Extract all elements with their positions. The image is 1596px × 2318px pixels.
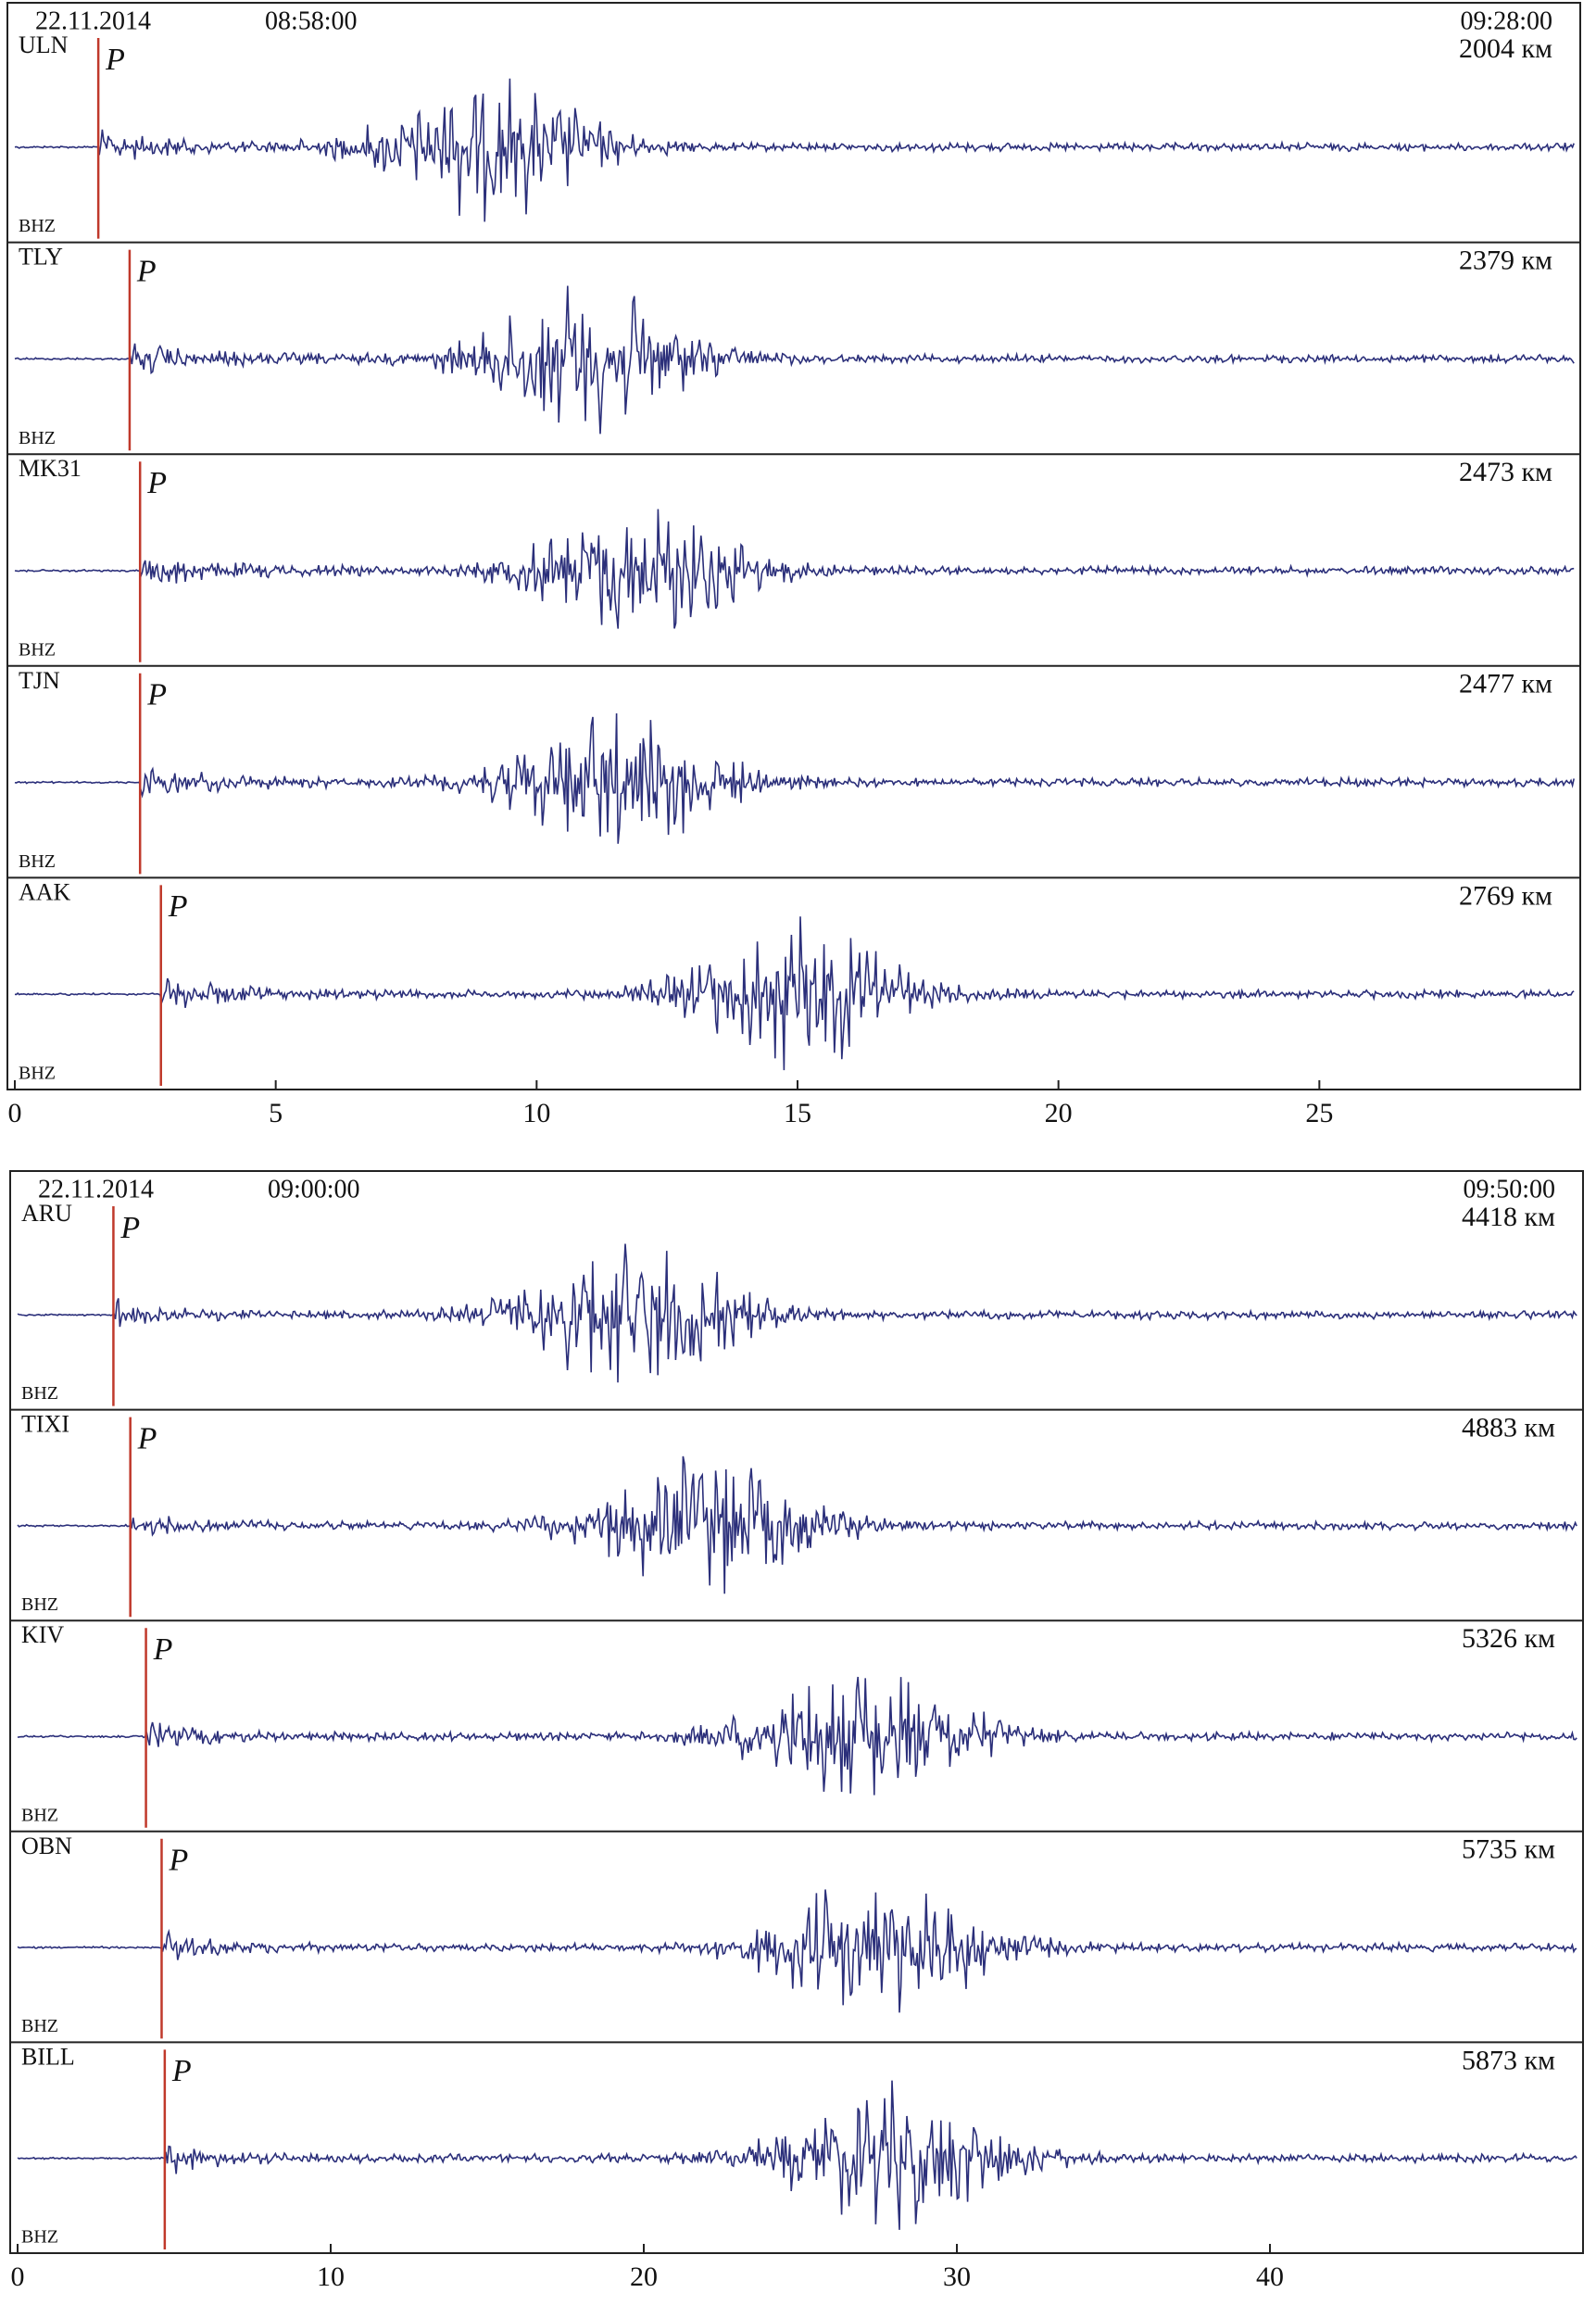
station-label: ULN (19, 31, 69, 58)
panel-frame (6, 2, 1581, 1090)
waveform (17, 1243, 1577, 1383)
x-tick-label: 40 (1256, 2261, 1284, 2292)
waveform (17, 1455, 1577, 1594)
distance-label: 2473 км (1459, 457, 1552, 487)
channel-label: BHZ (21, 1383, 58, 1404)
x-tick-label: 20 (630, 2261, 658, 2292)
station-label: AAK (19, 878, 71, 905)
x-tick-label: 30 (943, 2261, 971, 2292)
distance-label: 4883 км (1462, 1412, 1555, 1442)
p-label: P (168, 1844, 188, 1878)
channel-label: BHZ (19, 428, 56, 448)
channel-label: BHZ (21, 1805, 58, 1825)
station-label: TJN (19, 667, 60, 694)
station-label: BILL (21, 2043, 75, 2070)
p-label: P (105, 43, 125, 77)
channel-label: BHZ (19, 851, 56, 872)
p-label: P (153, 1632, 173, 1667)
p-label: P (146, 466, 167, 500)
waveform (14, 916, 1575, 1071)
station-label: MK31 (19, 455, 82, 482)
p-label: P (137, 1421, 157, 1455)
waveform (17, 1676, 1577, 1795)
station-label: KIV (21, 1621, 64, 1648)
distance-label: 5326 км (1462, 1623, 1555, 1654)
x-tick-label: 15 (784, 1098, 811, 1128)
date: 22.11.2014 (38, 1175, 154, 1203)
station-label: TLY (19, 244, 63, 271)
waveform (14, 712, 1575, 844)
distance-label: 5873 км (1462, 2045, 1555, 2075)
channel-label: BHZ (19, 216, 56, 236)
panel-frame (9, 1170, 1584, 2254)
p-label: P (146, 678, 167, 712)
x-tick-label: 5 (269, 1098, 283, 1128)
waveform (14, 78, 1575, 222)
waveform (17, 2080, 1577, 2230)
channel-label: BHZ (19, 1064, 56, 1084)
channel-label: BHZ (19, 639, 56, 660)
p-label: P (119, 1211, 140, 1245)
distance-label: 2379 км (1459, 245, 1552, 275)
x-tick-label: 0 (8, 1098, 22, 1128)
x-tick-label: 0 (11, 2261, 25, 2292)
x-tick-label: 10 (317, 2261, 345, 2292)
x-tick-label: 25 (1305, 1098, 1333, 1128)
waveform (14, 509, 1575, 629)
distance-label: 2004 км (1459, 33, 1552, 64)
distance-label: 2769 км (1459, 880, 1552, 911)
p-label: P (171, 2054, 192, 2088)
end-time: 09:28:00 (1460, 6, 1552, 35)
waveform (17, 1889, 1577, 2013)
start-time: 09:00:00 (268, 1175, 360, 1203)
waveform (14, 285, 1575, 435)
station-label: ARU (21, 1200, 72, 1227)
x-tick-label: 10 (522, 1098, 550, 1128)
channel-label: BHZ (21, 2227, 58, 2248)
date: 22.11.2014 (35, 6, 151, 35)
station-label: TIXI (21, 1411, 69, 1438)
station-label: OBN (21, 1833, 72, 1859)
channel-label: BHZ (21, 2016, 58, 2036)
distance-label: 5735 км (1462, 1834, 1555, 1865)
x-tick-label: 20 (1045, 1098, 1073, 1128)
p-label: P (136, 254, 157, 288)
distance-label: 4418 км (1462, 1202, 1555, 1232)
start-time: 08:58:00 (265, 6, 358, 35)
distance-label: 2477 км (1459, 669, 1552, 699)
channel-label: BHZ (21, 1594, 58, 1615)
end-time: 09:50:00 (1463, 1175, 1555, 1203)
p-label: P (168, 889, 188, 924)
